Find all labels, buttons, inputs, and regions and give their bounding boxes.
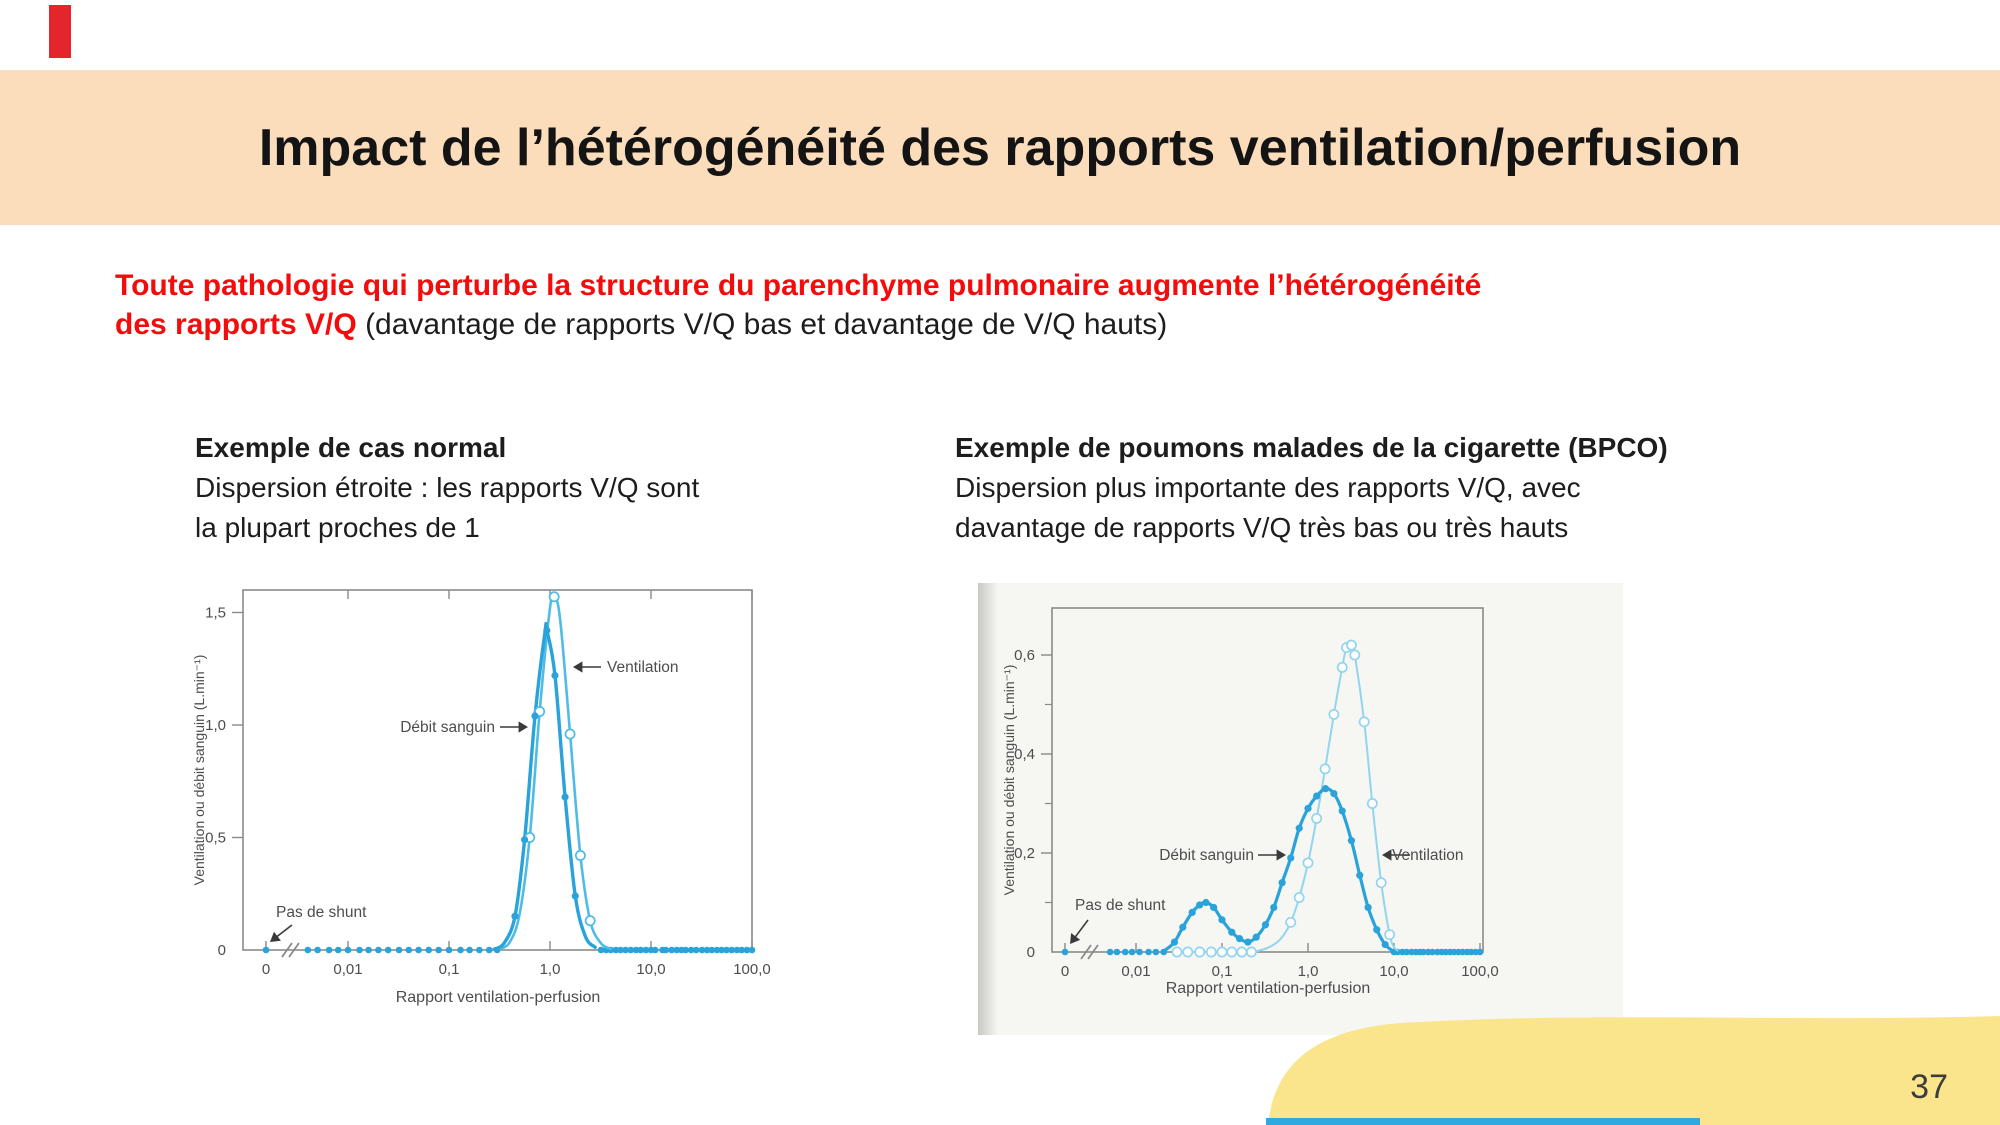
bpco-scan-edge-shadow	[978, 583, 998, 1035]
bpco-case-line1: Dispersion plus importante des rapports …	[955, 472, 1581, 503]
svg-text:0: 0	[1061, 963, 1069, 980]
svg-text:0,01: 0,01	[333, 961, 362, 978]
svg-text:100,0: 100,0	[733, 961, 771, 978]
svg-text:0: 0	[218, 942, 226, 959]
intro-red-line2: des rapports V/Q	[115, 308, 357, 341]
intro-paragraph: Toute pathologie qui perturbe la structu…	[115, 266, 1615, 344]
svg-text:Pas de shunt: Pas de shunt	[276, 904, 367, 921]
svg-text:10,0: 10,0	[1379, 963, 1408, 980]
svg-text:0,1: 0,1	[1212, 963, 1233, 980]
svg-text:0,4: 0,4	[1014, 746, 1035, 763]
svg-text:Débit sanguin: Débit sanguin	[400, 719, 495, 736]
svg-text:Ventilation ou débit sanguin (: Ventilation ou débit sanguin (L.min⁻¹)	[191, 655, 207, 886]
intro-black-text: (davantage de rapports V/Q bas et davant…	[356, 308, 1168, 341]
svg-text:0,01: 0,01	[1121, 963, 1150, 980]
red-corner-mark	[49, 5, 71, 58]
bpco-case-line2: davantage de rapports V/Q très bas ou tr…	[955, 512, 1569, 543]
svg-text:1,0: 1,0	[540, 961, 561, 978]
normal-case-caption: Exemple de cas normal Dispersion étroite…	[195, 428, 699, 548]
svg-text:Ventilation ou débit sanguin (: Ventilation ou débit sanguin (L.min⁻¹)	[1001, 665, 1017, 896]
intro-red-line1: Toute pathologie qui perturbe la structu…	[115, 269, 1482, 302]
svg-text:10,0: 10,0	[636, 961, 665, 978]
bpco-case-caption: Exemple de poumons malades de la cigaret…	[955, 428, 1668, 548]
title-banner: Impact de l’hétérogénéité des rapports v…	[0, 70, 2000, 225]
normal-case-line1: Dispersion étroite : les rapports V/Q so…	[195, 472, 700, 503]
svg-text:1,0: 1,0	[1298, 963, 1319, 980]
svg-text:Rapport ventilation-perfusion: Rapport ventilation-perfusion	[396, 989, 601, 1006]
svg-text:0,6: 0,6	[1014, 647, 1035, 664]
page-title: Impact de l’hétérogénéité des rapports v…	[258, 118, 1742, 177]
svg-text:Rapport ventilation-perfusion: Rapport ventilation-perfusion	[1166, 980, 1371, 997]
normal-case-heading: Exemple de cas normal	[195, 432, 507, 463]
svg-text:0,2: 0,2	[1014, 845, 1035, 862]
blue-bottom-strip	[1266, 1118, 1700, 1125]
svg-text:0,5: 0,5	[205, 830, 226, 847]
bpco-case-heading: Exemple de poumons malades de la cigaret…	[955, 432, 1668, 463]
svg-text:Pas de shunt: Pas de shunt	[1075, 897, 1166, 914]
svg-text:Débit sanguin: Débit sanguin	[1159, 847, 1254, 864]
svg-text:0: 0	[1027, 944, 1035, 961]
svg-text:100,0: 100,0	[1461, 963, 1499, 980]
svg-text:0: 0	[262, 961, 270, 978]
page-number: 37	[1910, 1068, 1948, 1106]
svg-text:0,1: 0,1	[439, 961, 460, 978]
normal-case-line2: la plupart proches de 1	[195, 512, 480, 543]
svg-text:1,5: 1,5	[205, 605, 226, 622]
chart-normal-vq-distribution: 0 0,01 0,1 1,0 10,0 100,0 0 0,5 1,0 1,5 Rapport ve…	[191, 589, 771, 1006]
svg-text:Ventilation: Ventilation	[1392, 847, 1464, 864]
bpco-scan-background	[978, 583, 1623, 1035]
chart-bpco-vq-distribution: 0 0,01 0,1 1,0 10,0 100,0 0 0,2 0,4 0,6 Rapport ve…	[1001, 607, 1499, 997]
svg-text:1,0: 1,0	[205, 717, 226, 734]
yellow-corner-shape	[1268, 1016, 2000, 1125]
svg-text:Ventilation: Ventilation	[607, 659, 679, 676]
